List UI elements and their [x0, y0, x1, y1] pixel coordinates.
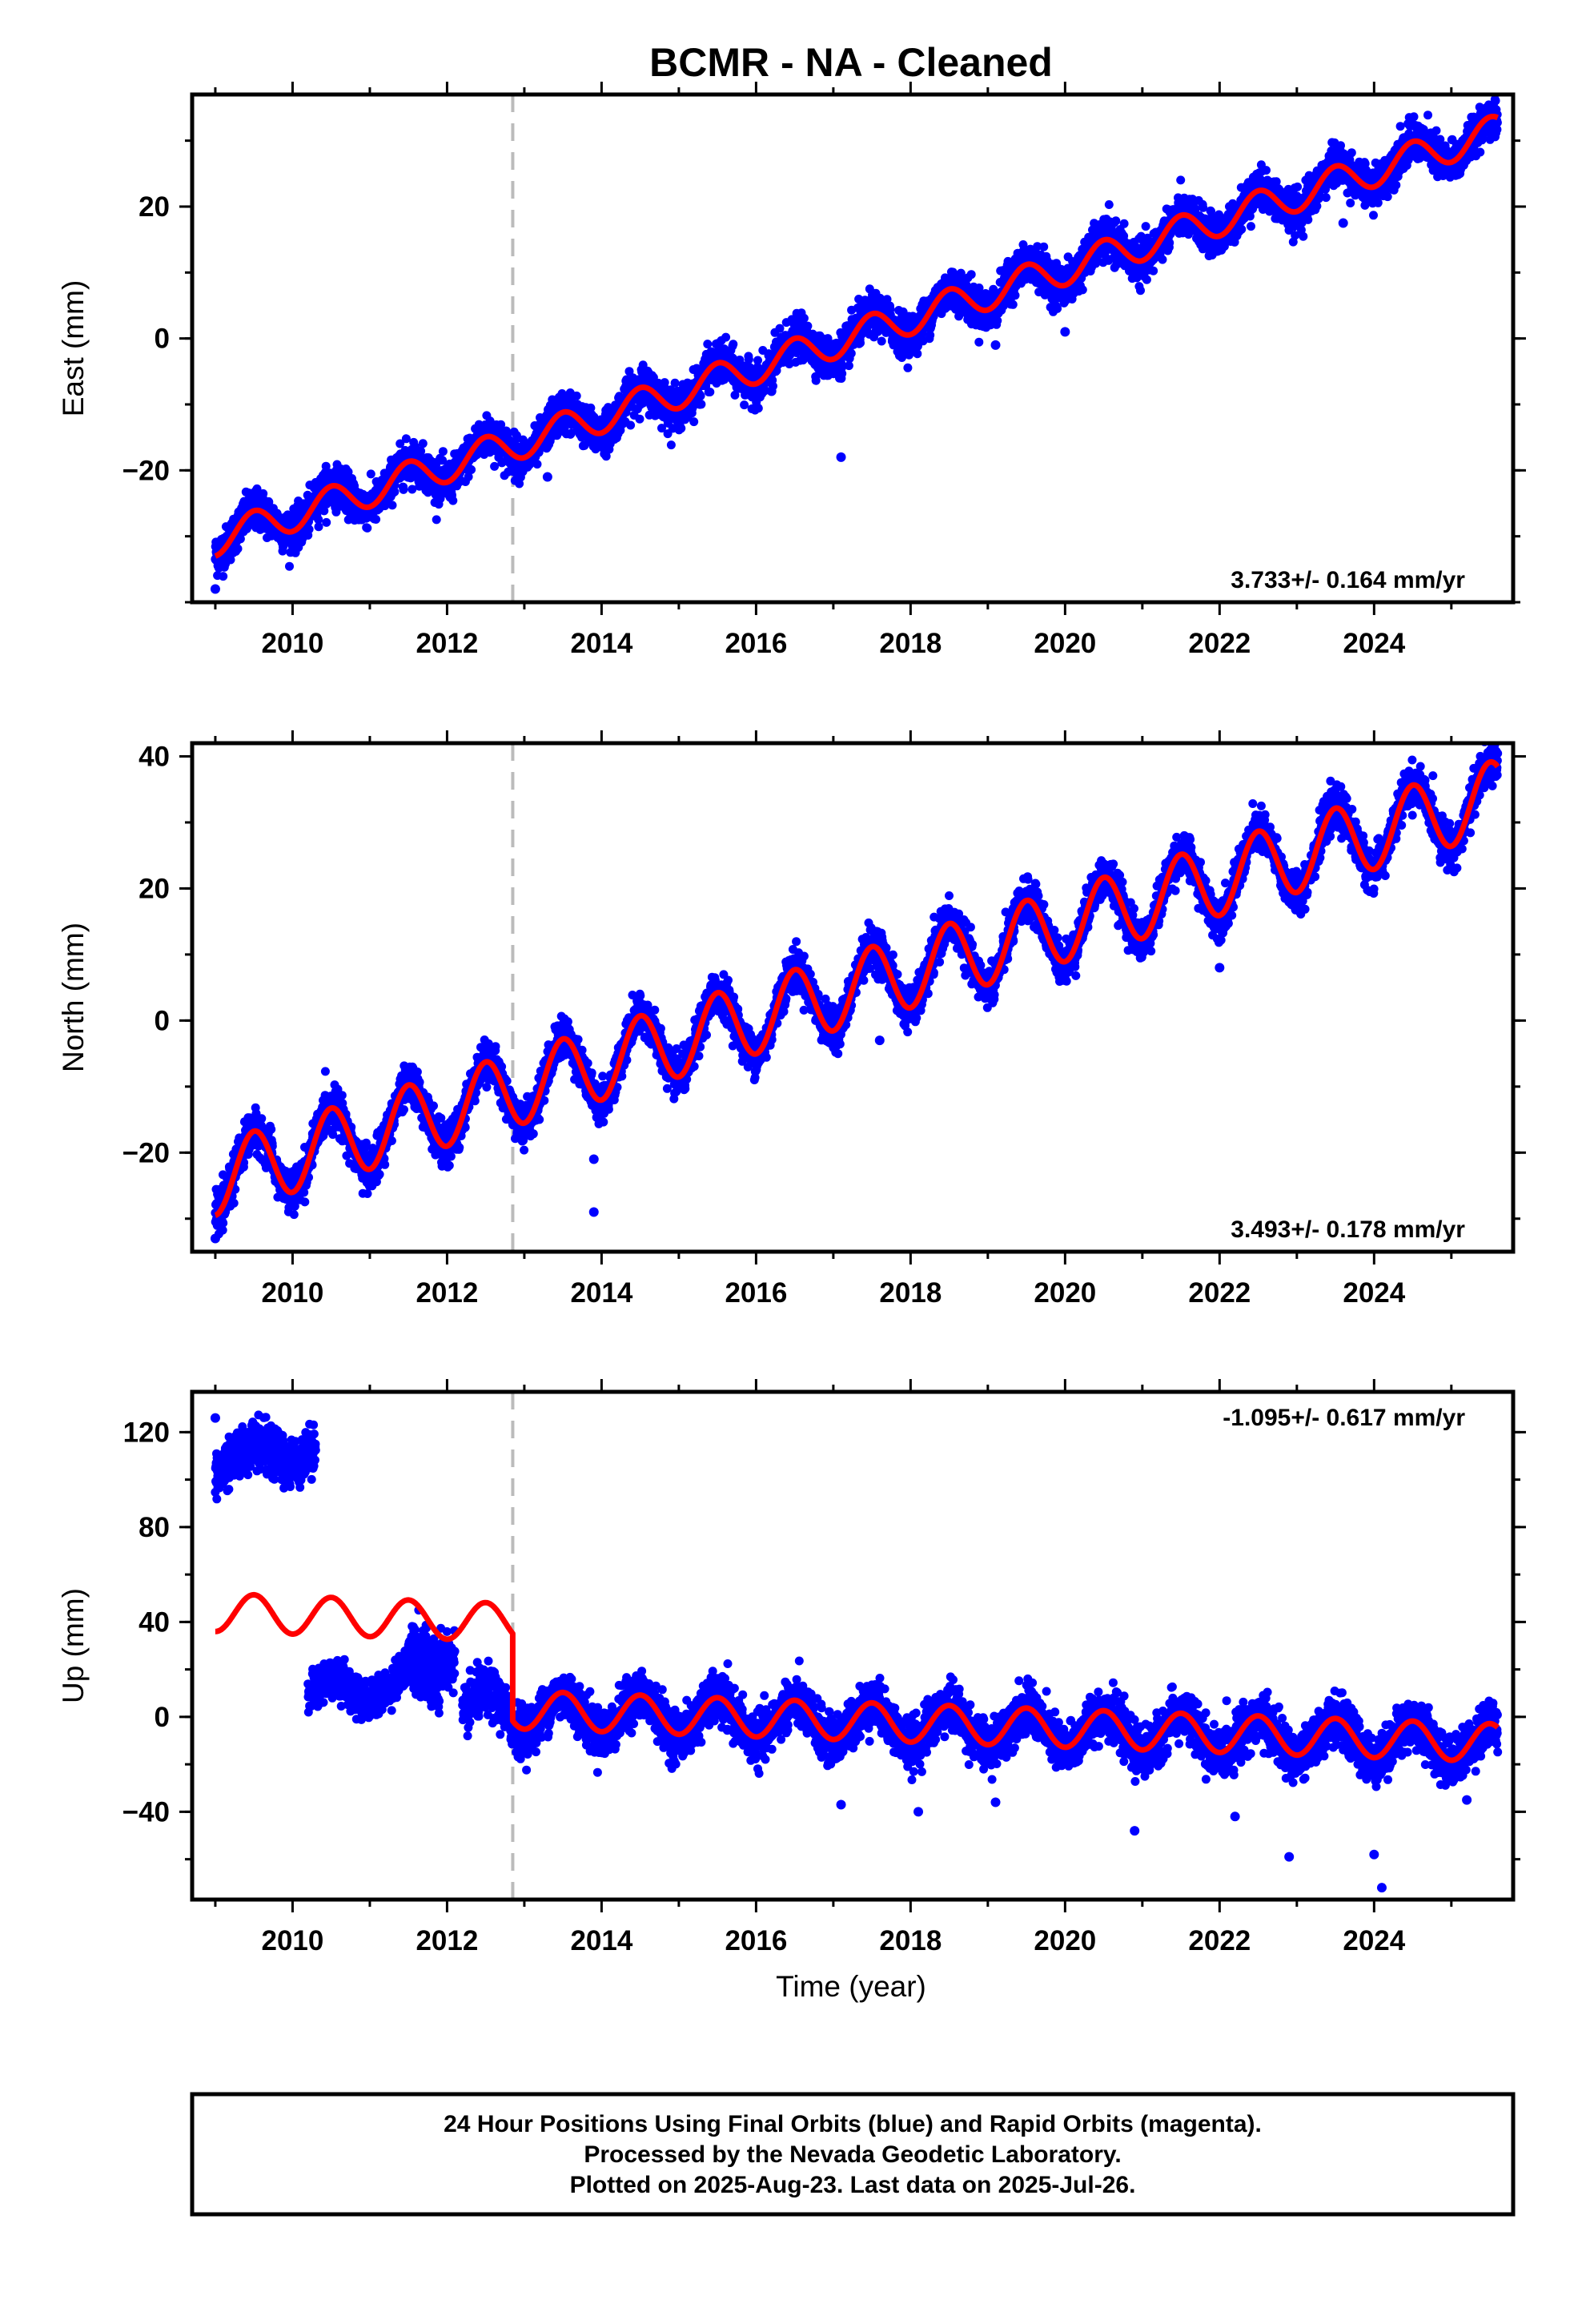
data-point [837, 369, 847, 378]
data-point [1165, 238, 1174, 247]
data-point [314, 515, 323, 525]
data-point [532, 460, 542, 469]
data-point [496, 420, 506, 429]
data-point [811, 376, 821, 385]
data-points [210, 94, 1502, 594]
data-point [753, 404, 763, 413]
data-point [401, 434, 411, 444]
data-point [432, 460, 441, 469]
data-point [660, 378, 669, 388]
data-point [689, 417, 699, 427]
data-point [846, 348, 856, 358]
data-point [913, 349, 922, 359]
data-point [1010, 291, 1020, 300]
data-point [366, 469, 375, 479]
plot-area [210, 94, 1502, 602]
data-point [322, 517, 331, 527]
data-point [1149, 266, 1158, 275]
data-point [1262, 166, 1271, 175]
data-point [436, 494, 445, 504]
data-point [321, 461, 331, 471]
data-point [1119, 219, 1129, 228]
data-point [1111, 216, 1121, 226]
figure-title: BCMR - NA - Cleaned [649, 40, 1053, 85]
data-point [448, 496, 458, 505]
data-point [697, 400, 706, 409]
data-point [226, 555, 235, 565]
data-point [572, 391, 581, 400]
data-point [1176, 175, 1186, 185]
data-point [1008, 300, 1018, 309]
data-point [729, 340, 738, 349]
data-point [666, 440, 676, 450]
data-point [285, 561, 294, 571]
data-point [1247, 222, 1255, 231]
data-point [408, 485, 417, 494]
data-point [1136, 286, 1145, 296]
data-point [703, 340, 713, 349]
data-point [387, 501, 397, 510]
data-point [490, 461, 500, 471]
data-point [371, 515, 381, 524]
data-point [319, 506, 329, 516]
data-point [438, 447, 448, 456]
data-point [803, 321, 813, 331]
data-point [1158, 255, 1167, 264]
data-point [696, 391, 705, 400]
data-point [416, 446, 426, 456]
data-point [1141, 222, 1150, 231]
data-point [635, 414, 644, 424]
data-point [740, 400, 749, 410]
data-point [721, 332, 731, 342]
data-point [1104, 200, 1114, 209]
data-point [799, 313, 809, 323]
data-point [467, 465, 476, 474]
data-point [856, 338, 865, 348]
data-point [1237, 224, 1247, 234]
data-point [966, 270, 976, 279]
data-point [390, 487, 400, 497]
data-point [363, 523, 372, 533]
data-point [993, 316, 1002, 325]
data-point [1039, 242, 1049, 251]
data-point [677, 424, 686, 433]
data-point [626, 420, 636, 430]
data-point [438, 456, 448, 465]
data-point [252, 484, 262, 493]
data-point [974, 337, 984, 347]
data-point [399, 485, 408, 494]
data-point [753, 356, 762, 365]
data-point [464, 472, 473, 481]
data-point [304, 525, 314, 534]
data-point [233, 544, 243, 553]
data-point [903, 363, 913, 372]
data-point [670, 378, 680, 388]
data-point [314, 522, 323, 532]
data-point [235, 534, 245, 544]
data-point [1078, 285, 1087, 295]
data-point [396, 439, 405, 448]
data-point [432, 515, 441, 525]
east-panel: 2010 2012 2014 2016 2018 2020 2022 2024−20020Ea… [57, 82, 1526, 659]
data-point [705, 388, 715, 396]
data-point [775, 324, 785, 333]
data-point [1142, 275, 1151, 284]
data-point [744, 355, 753, 364]
data-point [219, 572, 228, 581]
data-point [877, 336, 886, 346]
data-point [259, 489, 268, 498]
data-point [418, 439, 428, 448]
